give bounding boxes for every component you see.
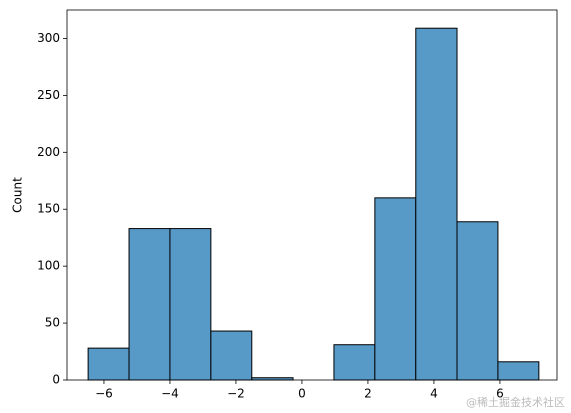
y-tick-label: 50: [45, 316, 60, 330]
bar: [415, 27, 458, 381]
y-axis-label: Count: [11, 177, 25, 213]
bar: [87, 347, 130, 381]
y-tick-label: 0: [52, 373, 60, 387]
bar: [169, 228, 212, 381]
y-tick-label: 200: [37, 145, 60, 159]
bar: [210, 330, 253, 381]
watermark: @稀土掘金技术社区: [466, 395, 565, 409]
bar: [333, 344, 376, 381]
x-tick-label: −6: [95, 387, 113, 401]
x-tick-label: −2: [227, 387, 245, 401]
x-tick-label: 2: [364, 387, 372, 401]
x-tick-label: −4: [161, 387, 179, 401]
y-tick-label: 100: [37, 259, 60, 273]
bar: [456, 221, 499, 381]
x-tick-label: 4: [430, 387, 438, 401]
bar: [374, 197, 417, 381]
x-tick-label: 0: [298, 387, 306, 401]
y-tick-label: 250: [37, 88, 60, 102]
bar: [497, 361, 540, 381]
plot-frame: [66, 9, 558, 381]
y-tick-label: 300: [37, 31, 60, 45]
y-tick-label: 150: [37, 202, 60, 216]
x-tick-label: 6: [496, 387, 504, 401]
bar: [128, 228, 171, 381]
